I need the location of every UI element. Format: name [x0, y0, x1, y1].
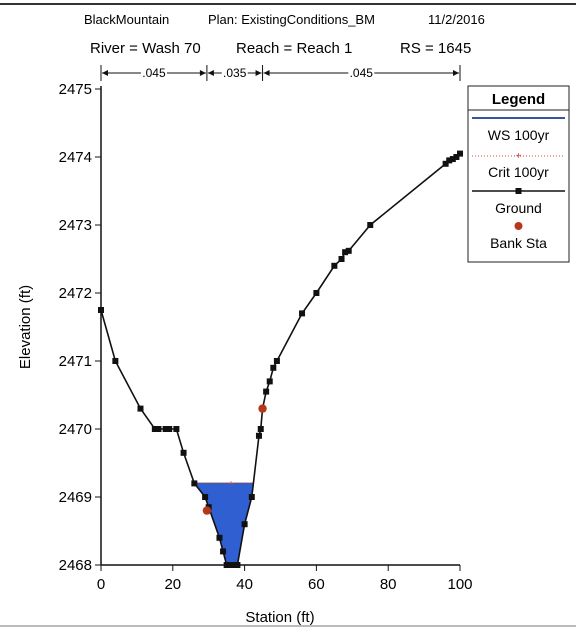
- ground-point: [216, 534, 223, 541]
- ground-point: [180, 449, 187, 456]
- legend-crit-label: Crit 100yr: [488, 164, 549, 180]
- x-tick-label: 0: [97, 576, 105, 593]
- ground-point: [227, 562, 234, 568]
- ground-point: [446, 157, 453, 164]
- axes: 2468 2469 2470 2471 2472 2473 2474 2475 0 20 40 60 8…: [59, 81, 473, 593]
- legend-bank-label: Bank Sta: [490, 235, 547, 251]
- y-axis-label: Elevation (ft): [17, 285, 34, 369]
- n-arrowhead-icon: [102, 70, 108, 76]
- n-value-label: .045: [350, 66, 374, 80]
- ground-point: [151, 426, 158, 432]
- ground-point: [220, 548, 227, 555]
- ground-point: [234, 562, 241, 568]
- mannings-n-annotations: .045 .035 .045: [100, 65, 461, 81]
- ground-point: [223, 562, 230, 568]
- n-arrowhead-icon: [199, 70, 206, 76]
- ground-point: [263, 388, 270, 395]
- legend-ground-label: Ground: [495, 200, 542, 216]
- ground-point: [270, 364, 277, 371]
- x-tick-label: 40: [236, 576, 253, 593]
- water-fill-area: [194, 483, 254, 565]
- legend-ground-marker-icon: [515, 188, 522, 194]
- header-reach: Reach = Reach 1: [236, 40, 352, 57]
- ground-point: [338, 256, 345, 262]
- legend-ws-label: WS 100yr: [488, 127, 550, 143]
- ground-point: [255, 432, 262, 439]
- ground-point: [273, 358, 280, 364]
- x-tick-label: 100: [447, 576, 472, 593]
- n-value-label: .035: [223, 66, 247, 80]
- ground-point: [191, 480, 198, 487]
- ground-point: [155, 426, 162, 432]
- ground-point: [112, 358, 119, 364]
- y-tick-label: 2474: [59, 149, 92, 166]
- header-date: 11/2/2016: [428, 12, 485, 27]
- ground-point: [162, 426, 169, 432]
- ground-point: [331, 262, 338, 269]
- n-arrowhead-icon: [263, 70, 270, 76]
- legend-title: Legend: [492, 91, 545, 108]
- y-tick-label: 2475: [59, 81, 92, 98]
- ground-point: [457, 150, 463, 157]
- x-tick-label: 80: [380, 576, 397, 593]
- legend-box: [467, 85, 570, 263]
- legend-crit-plus-icon: +: [516, 151, 522, 162]
- ground-line: [100, 153, 461, 566]
- x-axis-label: Station (ft): [245, 609, 314, 626]
- ground-point: [202, 494, 209, 500]
- ground-point: [345, 247, 352, 254]
- legend: Legend WS 100yr + Crit 100yr Ground Bank…: [467, 85, 570, 263]
- bank-station-point: [258, 404, 267, 413]
- ground-series: [98, 150, 463, 568]
- ground-point: [342, 249, 349, 256]
- ground-point: [173, 426, 180, 432]
- ground-point: [166, 426, 173, 432]
- n-arrowhead-icon: [207, 70, 214, 76]
- bank-stations: [202, 404, 267, 515]
- ground-point: [449, 156, 456, 163]
- y-tick-label: 2471: [59, 353, 92, 370]
- ground-point: [230, 562, 237, 568]
- ground-point: [257, 426, 264, 432]
- water-surface-fill: +: [194, 478, 254, 565]
- n-arrowhead-icon: [453, 70, 459, 76]
- x-tick-label: 60: [308, 576, 325, 593]
- bank-station-point: [202, 506, 212, 515]
- header-plan: Plan: ExistingConditions_BM: [208, 12, 375, 27]
- ground-point: [266, 378, 273, 385]
- ground-point: [367, 222, 374, 228]
- ground-point: [248, 494, 255, 500]
- ground-point: [137, 405, 144, 412]
- y-tick-label: 2473: [59, 217, 92, 234]
- y-tick-label: 2472: [59, 285, 92, 302]
- crit-plus-icon: +: [228, 478, 233, 488]
- x-tick-label: 20: [164, 576, 181, 593]
- ground-point: [299, 310, 306, 317]
- header-river: River = Wash 70: [90, 40, 201, 57]
- ground-point: [442, 160, 449, 167]
- y-tick-label: 2470: [59, 421, 92, 438]
- ground-point: [98, 307, 104, 313]
- y-tick-label: 2468: [59, 557, 92, 574]
- n-value-label: .045: [142, 66, 166, 80]
- header-rs: RS = 1645: [400, 40, 471, 57]
- ground-point: [453, 154, 460, 160]
- n-arrowhead-icon: [255, 70, 262, 76]
- y-tick-label: 2469: [59, 489, 92, 506]
- legend-bank-dot-icon: [514, 222, 523, 230]
- header-project: BlackMountain: [84, 12, 169, 27]
- ground-point: [313, 290, 320, 296]
- ground-point: [241, 521, 248, 528]
